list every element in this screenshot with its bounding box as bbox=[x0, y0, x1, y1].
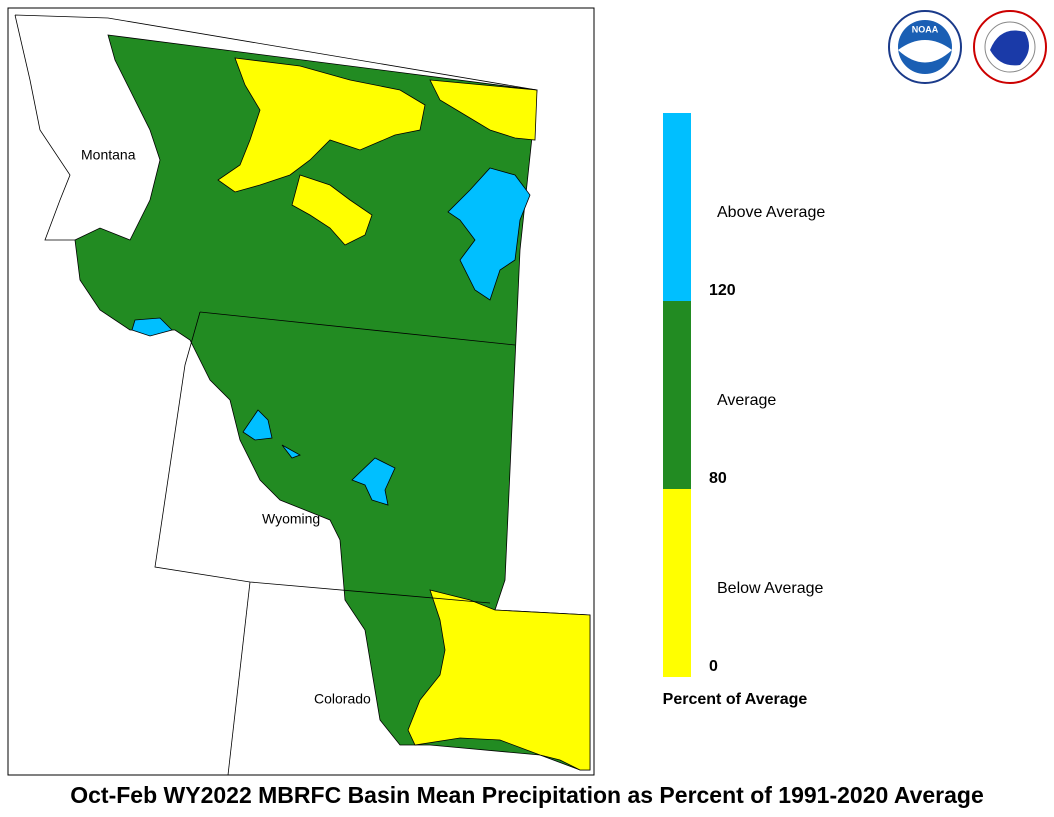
basin-below bbox=[429, 79, 538, 141]
state-label: Colorado bbox=[314, 691, 371, 707]
legend-swatch bbox=[663, 301, 691, 489]
legend-tick-label: 0 bbox=[709, 658, 718, 675]
legend-label: Average bbox=[717, 392, 776, 409]
basin-above bbox=[131, 317, 173, 337]
legend: Below Average Average Above Average 0 80 120 P… bbox=[663, 113, 825, 708]
basin-above bbox=[242, 409, 273, 441]
legend-tick-label: 80 bbox=[709, 470, 727, 487]
legend-swatch bbox=[663, 113, 691, 301]
nws-logo bbox=[973, 10, 1047, 84]
state-label: Wyoming bbox=[262, 511, 320, 527]
logo-text: NOAA bbox=[912, 24, 939, 34]
basin-above bbox=[447, 167, 531, 301]
map-title: Oct-Feb WY2022 MBRFC Basin Mean Precipit… bbox=[70, 782, 984, 808]
legend-label: Above Average bbox=[717, 204, 825, 221]
legend-tick-label: 120 bbox=[709, 282, 736, 299]
legend-label: Below Average bbox=[717, 580, 824, 597]
noaa-logo: NOAA bbox=[888, 10, 962, 84]
state-border bbox=[154, 311, 516, 604]
basin-below bbox=[217, 57, 426, 193]
basin-above bbox=[281, 444, 301, 459]
basin-below bbox=[291, 174, 373, 246]
basin-above bbox=[351, 457, 396, 506]
legend-title: Percent of Average bbox=[663, 691, 808, 708]
legend-swatch bbox=[663, 489, 691, 677]
state-border bbox=[14, 14, 538, 241]
basin-below bbox=[407, 589, 591, 771]
state-label: Montana bbox=[81, 147, 136, 163]
state-border bbox=[227, 581, 251, 776]
